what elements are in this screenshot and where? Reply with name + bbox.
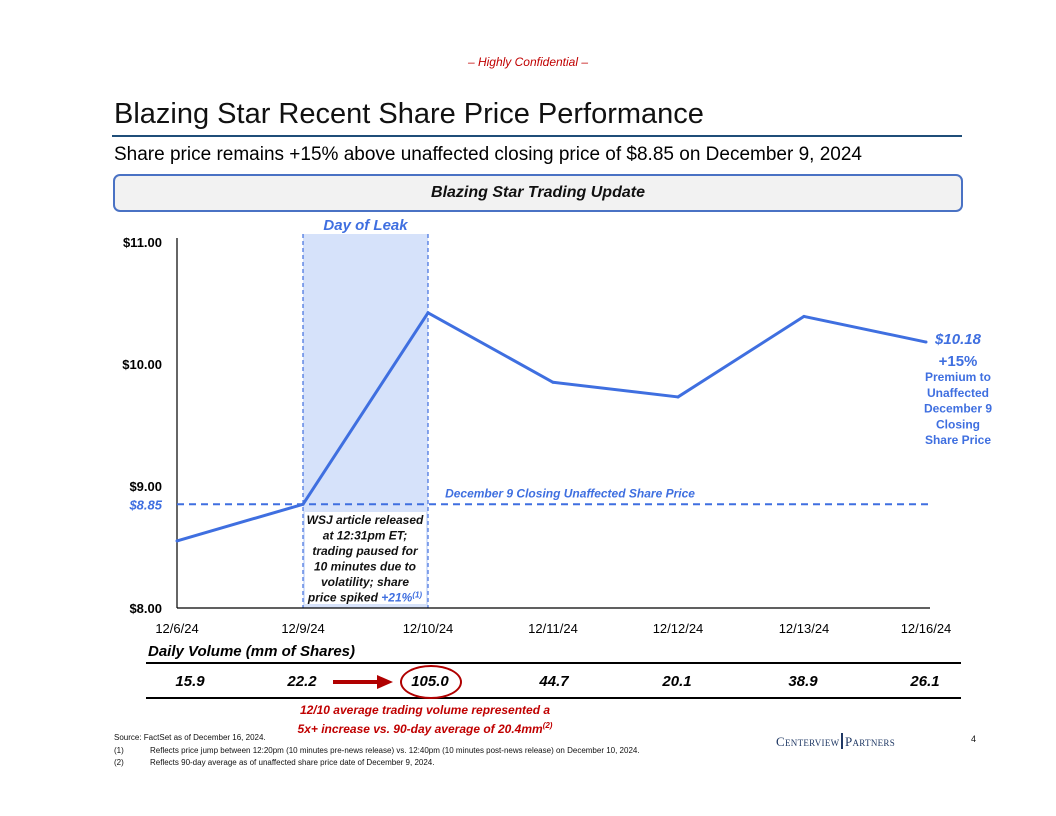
- premium-note-line: December 9: [924, 402, 992, 416]
- volume-rule-bottom: [146, 697, 961, 699]
- premium-note-line: Share Price: [925, 433, 991, 447]
- leak-annotation-line: WSJ article released: [307, 513, 424, 527]
- y-tick-label: $11.00: [123, 235, 162, 250]
- y-tick-label: $10.00: [122, 357, 162, 372]
- leak-annotation-line: trading paused for: [312, 544, 419, 558]
- premium-pct-label: +15%: [939, 353, 978, 370]
- page-subtitle: Share price remains +15% above unaffecte…: [114, 144, 862, 165]
- premium-note-line: Unaffected: [927, 386, 989, 400]
- volume-note: 12/10 average trading volume represented…: [250, 703, 600, 737]
- end-price-label: $10.18: [934, 331, 982, 348]
- volume-arrow-icon: [333, 675, 393, 689]
- footnote: (1) Reflects price jump between 12:20pm (…: [114, 746, 640, 755]
- share-price-point: [175, 539, 179, 543]
- leak-annotation-line: at 12:31pm ET;: [323, 529, 407, 543]
- volume-note-line: 5x+ increase vs. 90-day average of 20.4m…: [297, 721, 553, 736]
- source-note: Source: FactSet as of December 16, 2024.: [114, 733, 266, 742]
- volume-value: 38.9: [788, 673, 818, 690]
- volume-value: 22.2: [287, 673, 317, 690]
- unaffected-price-label: $8.85: [128, 497, 162, 512]
- x-tick-label: 12/16/24: [901, 621, 952, 636]
- share-price-point: [924, 340, 928, 344]
- share-price-line: [176, 311, 927, 543]
- volume-value: 15.9: [175, 673, 205, 690]
- volume-highlight-circle: [400, 665, 462, 699]
- volume-value: 26.1: [910, 673, 940, 690]
- share-price-point: [676, 395, 680, 399]
- volume-note-line: 12/10 average trading volume represented…: [299, 703, 551, 717]
- confidential-label: – Highly Confidential –: [467, 55, 589, 69]
- x-tick-label: 12/13/24: [779, 621, 830, 636]
- share-price-point: [301, 502, 305, 506]
- title-rule: [112, 135, 962, 137]
- x-tick-label: 12/10/24: [403, 621, 454, 636]
- share-price-point: [802, 314, 806, 318]
- leak-annotation-line: 10 minutes due to: [314, 560, 416, 574]
- leak-annotation-line: price spiked +21%(1): [307, 591, 423, 605]
- x-tick-label: 12/11/24: [528, 621, 578, 636]
- volume-rule-top: [146, 662, 961, 664]
- unaffected-price-line-label: December 9 Closing Unaffected Share Pric…: [445, 486, 695, 500]
- x-tick-label: 12/6/24: [155, 621, 198, 636]
- y-tick-label: $8.00: [129, 601, 162, 616]
- x-tick-label: 12/12/24: [653, 621, 704, 636]
- x-tick-label: 12/9/24: [281, 621, 324, 636]
- share-price-point: [551, 380, 555, 384]
- volume-title: Daily Volume (mm of Shares): [148, 643, 355, 660]
- leak-annotation-line: volatility; share: [321, 575, 409, 589]
- share-price-chart: Day of Leak $8.00 $9.00 $10.00 $11.00 $8.85 De…: [122, 217, 992, 636]
- leak-band-label: Day of Leak: [323, 217, 408, 234]
- chart-banner: Blazing Star Trading Update: [113, 174, 963, 212]
- page-number: 4: [971, 734, 977, 744]
- page-title: Blazing Star Recent Share Price Performa…: [114, 98, 704, 130]
- volume-value: 44.7: [539, 673, 569, 690]
- premium-note-line: Closing: [936, 417, 980, 431]
- footnote: (2) Reflects 90-day average as of unaffec…: [114, 758, 435, 767]
- leak-annotation-box: [305, 512, 426, 604]
- share-price-point: [426, 311, 430, 315]
- volume-value: 20.1: [662, 673, 692, 690]
- y-tick-label: $9.00: [129, 479, 162, 494]
- premium-note-line: Premium to: [925, 370, 991, 384]
- centerview-logo: Centerview Partners: [776, 733, 896, 749]
